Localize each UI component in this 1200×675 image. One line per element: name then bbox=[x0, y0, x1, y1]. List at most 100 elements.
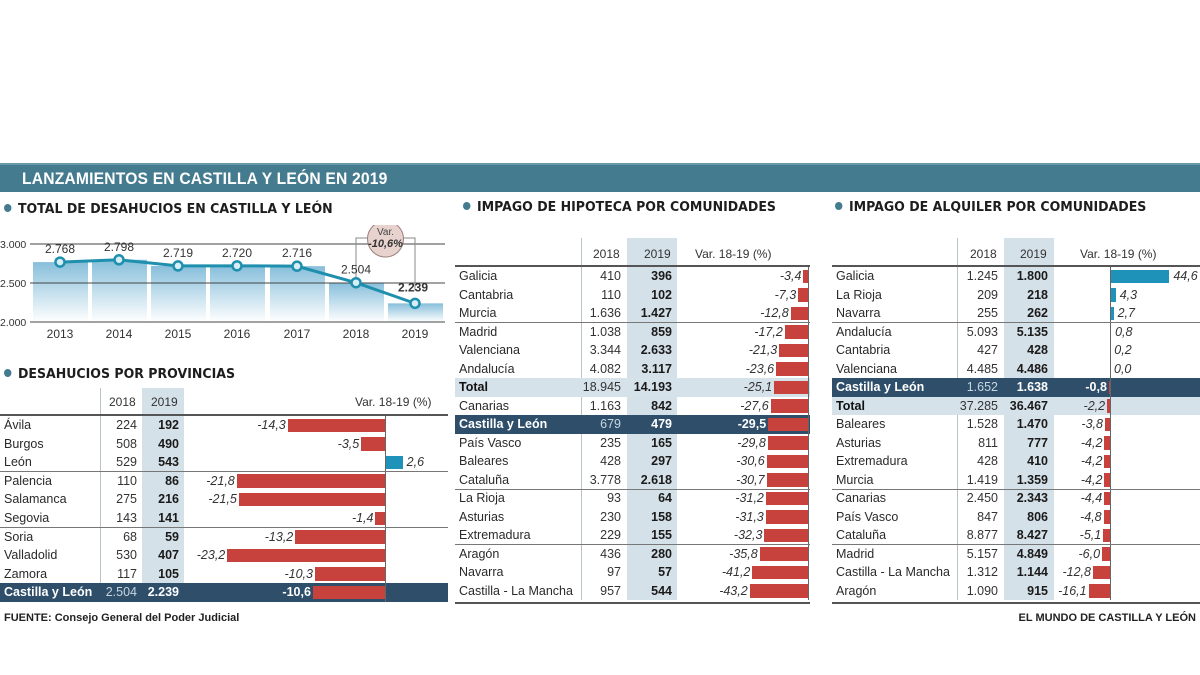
value-2018: 530 bbox=[116, 548, 137, 563]
value-2018: 255 bbox=[977, 306, 998, 320]
group-separator bbox=[832, 322, 1200, 323]
row-name: Valenciana bbox=[459, 343, 520, 357]
variation-bar bbox=[768, 417, 808, 431]
column-header-2019: 2019 bbox=[1020, 247, 1047, 261]
banner: LANZAMIENTOS EN CASTILLA Y LEÓN EN 2019 bbox=[0, 163, 1200, 192]
value-2019: 218 bbox=[1027, 287, 1048, 302]
table-row: Castilla - La Mancha 957 544 -43,2 bbox=[455, 582, 810, 601]
row-name: Burgos bbox=[4, 436, 44, 451]
table-row: León 529 543 2,6 bbox=[0, 453, 448, 472]
header-rule bbox=[0, 414, 448, 416]
value-2019: 158 bbox=[651, 509, 672, 524]
table-row: Extremadura 229 155 -32,3 bbox=[455, 526, 810, 545]
variation-label: -6,0 bbox=[1078, 546, 1101, 561]
variation-bar bbox=[1092, 565, 1110, 579]
row-name: Navarra bbox=[836, 306, 881, 320]
header-rule bbox=[832, 265, 1200, 267]
x-tick-label: 2013 bbox=[47, 327, 74, 341]
variation-bar bbox=[803, 269, 808, 283]
column-2019-background bbox=[1004, 238, 1054, 600]
value-2018: 957 bbox=[600, 583, 621, 598]
table-row: Palencia 110 86 -21,8 bbox=[0, 472, 448, 491]
table-row: Navarra 255 262 2,7 bbox=[832, 304, 1200, 323]
value-2019: 2.239 bbox=[147, 585, 179, 600]
variation-bar bbox=[1102, 547, 1110, 561]
row-name: Madrid bbox=[459, 324, 498, 339]
value-2019: 64 bbox=[658, 491, 672, 505]
variation-bar bbox=[1110, 306, 1114, 320]
variation-bar bbox=[759, 547, 808, 561]
variation-bar bbox=[790, 306, 808, 320]
row-name: Canarias bbox=[836, 491, 887, 505]
table-row: Cantabria 427 428 0,2 bbox=[832, 341, 1200, 360]
column-header-2018: 2018 bbox=[593, 247, 620, 261]
bullet-icon bbox=[4, 369, 12, 377]
row-name: León bbox=[4, 455, 32, 470]
value-2018: 4.082 bbox=[589, 361, 621, 376]
value-2019: 543 bbox=[158, 455, 179, 470]
row-name: Valladolid bbox=[4, 548, 58, 563]
variation-label: -2,2 bbox=[1083, 398, 1106, 413]
value-2018: 97 bbox=[607, 565, 621, 579]
value-2018: 68 bbox=[123, 529, 137, 544]
table-row: Asturias 811 777 -4,2 bbox=[832, 434, 1200, 453]
row-name: Cataluña bbox=[836, 528, 887, 542]
highlight-row: Castilla y León 1.652 1.638 -0,8 bbox=[832, 378, 1200, 397]
value-2019: 2.633 bbox=[640, 343, 672, 357]
row-name: Madrid bbox=[836, 546, 875, 561]
value-2018: 1.312 bbox=[966, 565, 998, 579]
data-label-2015: 2.719 bbox=[163, 246, 193, 260]
table-row: Soria 68 59 -13,2 bbox=[0, 528, 448, 547]
value-2018: 1.419 bbox=[966, 472, 998, 487]
table-row: Ávila 224 192 -14,3 bbox=[0, 416, 448, 435]
table-desahucios-provincias: 2018 2019 Var. 18-19 (%) Ávila 224 192 -14,3 Bu… bbox=[0, 388, 450, 606]
table-row: País Vasco 235 165 -29,8 bbox=[455, 434, 810, 453]
x-tick-label: 2016 bbox=[224, 327, 251, 341]
table-impago-hipoteca: 2018 2019 Var. 18-19 (%) Galicia 410 396 -3,4 C… bbox=[455, 238, 815, 608]
table-row: Extremadura 428 410 -4,2 bbox=[832, 452, 1200, 471]
value-2019: 192 bbox=[158, 418, 179, 432]
table-row: Zamora 117 105 -10,3 bbox=[0, 565, 448, 584]
data-point-2014 bbox=[113, 254, 125, 266]
table-row: Burgos 508 490 -3,5 bbox=[0, 435, 448, 454]
data-label-2013: 2.768 bbox=[45, 242, 75, 256]
value-2018: 235 bbox=[600, 435, 621, 450]
value-2018: 229 bbox=[600, 528, 621, 542]
area-bar-2013 bbox=[33, 262, 88, 322]
value-2018: 209 bbox=[977, 287, 998, 302]
total-row: Total 37.285 36.467 -2,2 bbox=[832, 396, 1200, 415]
variation-bar bbox=[1108, 380, 1110, 394]
x-tick-label: 2015 bbox=[165, 327, 192, 341]
table-row: Navarra 97 57 -41,2 bbox=[455, 563, 810, 582]
column-header-variation: Var. 18-19 (%) bbox=[1080, 247, 1157, 261]
data-point-2015 bbox=[172, 260, 184, 272]
value-2018: 410 bbox=[600, 269, 621, 283]
variation-label: -4,2 bbox=[1080, 472, 1103, 487]
value-2019: 4.849 bbox=[1016, 546, 1048, 561]
value-2019: 5.135 bbox=[1016, 324, 1048, 339]
row-name: La Rioja bbox=[836, 287, 882, 302]
area-bar-2019 bbox=[388, 303, 443, 322]
variation-bar bbox=[295, 530, 385, 544]
group-separator bbox=[0, 527, 448, 529]
row-name: Castilla y León bbox=[4, 585, 93, 600]
variation-bar bbox=[766, 454, 808, 468]
line-chart-total-desahucios: 3.000 2.500 2.000 Var.-10,6% 2013 2014 2015 2… bbox=[0, 225, 445, 341]
variation-bar bbox=[1104, 473, 1110, 487]
value-2018: 230 bbox=[600, 509, 621, 524]
variation-bar bbox=[770, 399, 808, 413]
value-2019: 1.144 bbox=[1016, 565, 1048, 579]
row-name: Asturias bbox=[836, 435, 882, 450]
column-header-2018: 2018 bbox=[109, 395, 136, 409]
section-title-text: TOTAL DE DESAHUCIOS EN CASTILLA Y LEÓN bbox=[17, 201, 333, 217]
value-2018: 5.157 bbox=[966, 546, 998, 561]
table-row: Aragón 436 280 -35,8 bbox=[455, 545, 810, 564]
row-name: País Vasco bbox=[459, 435, 522, 450]
data-label-2018: 2.504 bbox=[341, 263, 371, 277]
x-tick-label: 2018 bbox=[343, 327, 370, 341]
value-2019: 14.193 bbox=[633, 380, 672, 394]
row-name: Extremadura bbox=[836, 454, 908, 468]
value-2018: 110 bbox=[601, 287, 621, 302]
value-2018: 427 bbox=[977, 343, 998, 357]
total-row: Total 18.945 14.193 -25,1 bbox=[455, 378, 810, 397]
